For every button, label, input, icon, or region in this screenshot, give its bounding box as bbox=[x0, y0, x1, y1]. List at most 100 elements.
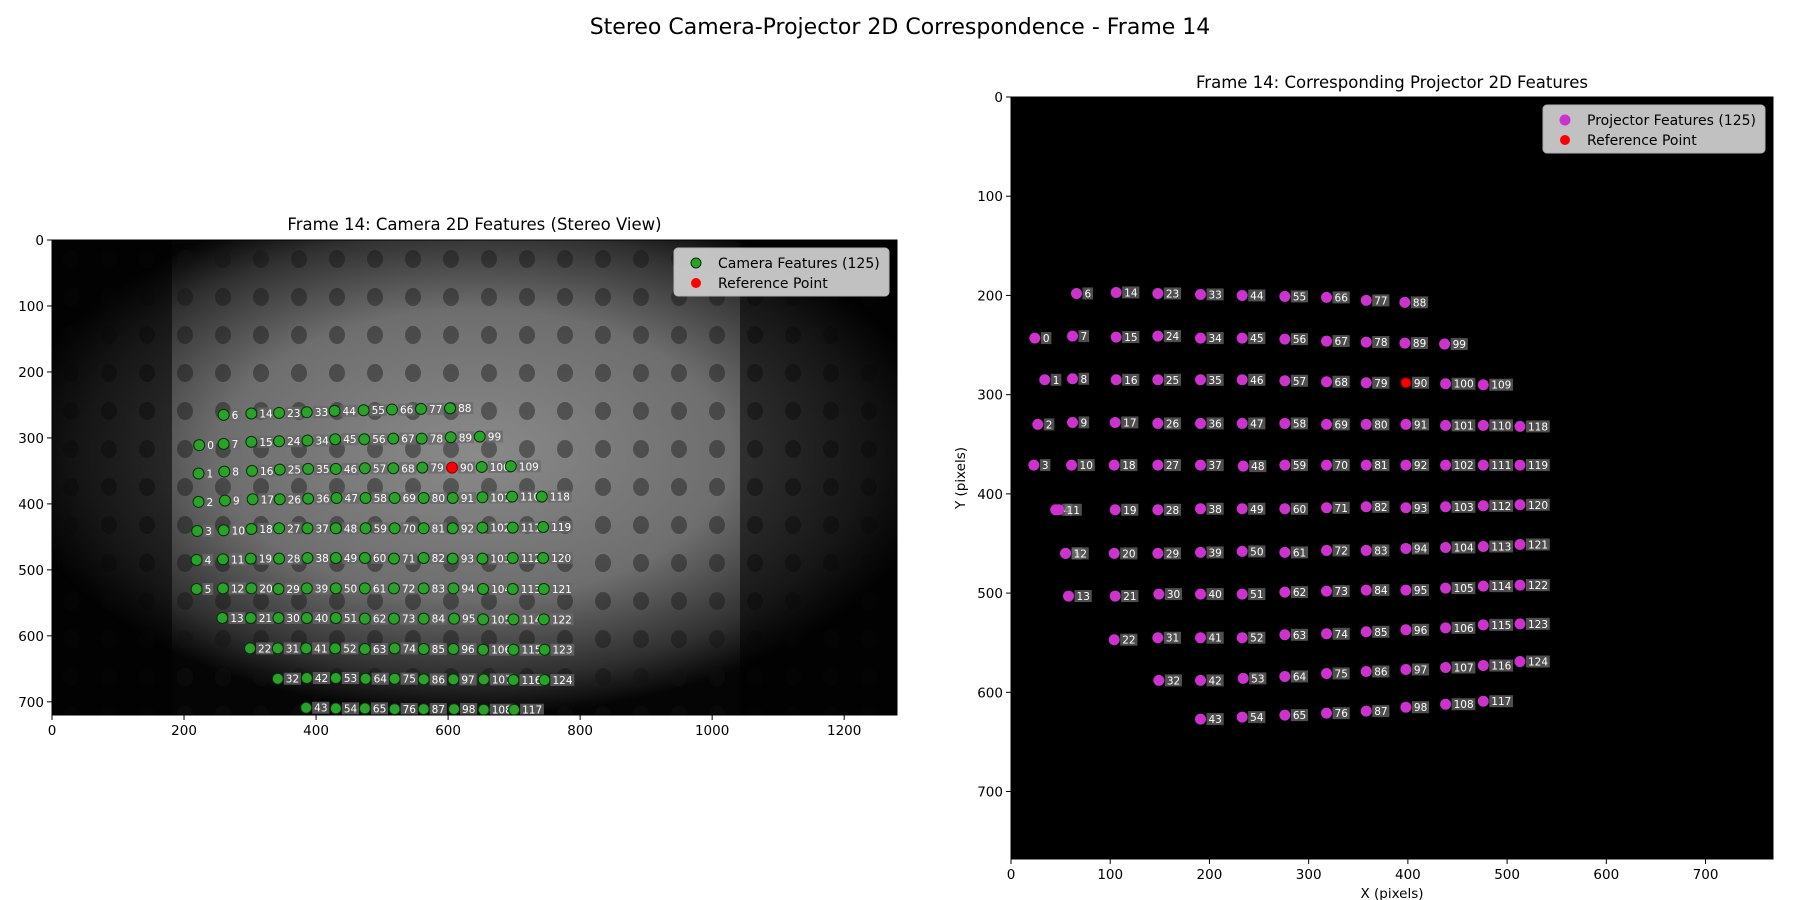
camera-feature-label-box-109 bbox=[516, 460, 541, 473]
camera-feature-label-box-71 bbox=[399, 552, 418, 565]
camera-feature-point-13 bbox=[216, 612, 229, 625]
camera-feature-label-box-65 bbox=[370, 702, 389, 715]
projector-feature-label-6: 6 bbox=[1084, 288, 1091, 300]
camera-feature-label-25: 25 bbox=[288, 465, 301, 477]
projector-feature-label-55: 55 bbox=[1293, 291, 1306, 303]
projector-feature-label-box-96 bbox=[1411, 623, 1430, 636]
camera-feature-point-103 bbox=[476, 552, 489, 565]
projector-feature-label-119: 119 bbox=[1528, 460, 1548, 472]
projector-feature-label-box-43 bbox=[1206, 713, 1224, 726]
projector-feature-label-33: 33 bbox=[1209, 289, 1222, 301]
projector-feature-label-box-100 bbox=[1451, 377, 1476, 390]
projector-feature-point-30 bbox=[1153, 588, 1165, 600]
projector-feature-point-115 bbox=[1477, 619, 1489, 631]
projector-feature-label-box-91 bbox=[1411, 418, 1430, 431]
camera-feature-label-116: 116 bbox=[521, 675, 541, 687]
camera-feature-label-box-83 bbox=[429, 582, 447, 595]
camera-feature-point-85 bbox=[417, 643, 430, 656]
projector-feature-point-99 bbox=[1439, 338, 1451, 350]
projector-legend-box bbox=[1542, 104, 1766, 154]
projector-feature-label-box-120 bbox=[1525, 498, 1550, 511]
camera-feature-label-box-41 bbox=[312, 642, 330, 655]
camera-feature-label-box-40 bbox=[312, 612, 331, 625]
projector-feature-label-83: 83 bbox=[1374, 545, 1387, 557]
projector-feature-label-26: 26 bbox=[1166, 418, 1180, 430]
camera-feature-point-38 bbox=[301, 551, 314, 564]
projector-feature-label-box-20 bbox=[1120, 547, 1138, 560]
camera-feature-label-box-101 bbox=[488, 491, 513, 504]
camera-feature-point-28 bbox=[273, 552, 286, 565]
projector-feature-label-90: 90 bbox=[1414, 378, 1427, 390]
projector-feature-label-31: 31 bbox=[1166, 633, 1179, 645]
camera-feature-label-box-75 bbox=[400, 672, 418, 685]
camera-feature-label-box-80 bbox=[429, 491, 447, 504]
camera-feature-label-111: 111 bbox=[521, 523, 541, 535]
projector-feature-point-113 bbox=[1477, 540, 1489, 552]
projector-feature-label-box-74 bbox=[1332, 627, 1350, 640]
projector-feature-label-82: 82 bbox=[1374, 502, 1387, 514]
projector-feature-label-11: 11 bbox=[1067, 505, 1080, 517]
projector-feature-point-110 bbox=[1477, 419, 1489, 431]
projector-feature-label-box-59 bbox=[1290, 459, 1309, 472]
camera-feature-label-box-113 bbox=[518, 582, 543, 595]
camera-feature-label-56: 56 bbox=[372, 434, 386, 446]
camera-feature-label-box-97 bbox=[459, 673, 477, 686]
projector-feature-point-11 bbox=[1053, 504, 1065, 516]
camera-feature-label-12: 12 bbox=[231, 583, 244, 595]
camera-feature-point-24 bbox=[273, 435, 286, 448]
camera-feature-label-36: 36 bbox=[316, 494, 330, 506]
projector-feature-point-8 bbox=[1067, 373, 1079, 385]
projector-feature-point-78 bbox=[1360, 336, 1372, 348]
projector-feature-label-74: 74 bbox=[1335, 629, 1349, 641]
camera-feature-label-box-94 bbox=[459, 582, 477, 595]
camera-feature-label-box-5 bbox=[202, 582, 214, 595]
camera-feature-label-box-84 bbox=[429, 612, 447, 625]
projector-feature-label-54: 54 bbox=[1250, 712, 1264, 724]
projector-feature-point-72 bbox=[1321, 544, 1333, 556]
projector-feature-point-2 bbox=[1032, 418, 1044, 430]
projector-feature-label-78: 78 bbox=[1374, 337, 1387, 349]
projector-feature-label-20: 20 bbox=[1122, 548, 1135, 560]
camera-feature-label-39: 39 bbox=[315, 583, 328, 595]
projector-feature-point-6 bbox=[1070, 287, 1082, 299]
camera-feature-label-box-27 bbox=[285, 522, 303, 535]
projector-feature-point-52 bbox=[1236, 632, 1248, 644]
projector-feature-label-59: 59 bbox=[1293, 460, 1306, 472]
camera-feature-point-9 bbox=[218, 494, 231, 507]
projector-feature-point-67 bbox=[1321, 335, 1333, 347]
camera-y-tick-label: 0 bbox=[35, 233, 44, 249]
projector-feature-label-109: 109 bbox=[1491, 380, 1511, 392]
camera-feature-point-37 bbox=[301, 522, 314, 535]
camera-feature-point-106 bbox=[477, 643, 490, 656]
camera-feature-label-box-43 bbox=[312, 701, 330, 714]
camera-vignette-right bbox=[740, 240, 897, 715]
projector-feature-point-100 bbox=[1440, 378, 1452, 390]
camera-feature-point-39 bbox=[300, 582, 313, 595]
camera-feature-point-99 bbox=[473, 430, 486, 443]
camera-feature-label-box-111 bbox=[518, 521, 543, 534]
projector-feature-label-2: 2 bbox=[1046, 419, 1053, 431]
projector-feature-label-box-118 bbox=[1525, 420, 1550, 433]
camera-feature-label-box-82 bbox=[429, 551, 447, 564]
projector-feature-label-91: 91 bbox=[1414, 419, 1427, 431]
projector-feature-label-box-22 bbox=[1120, 633, 1138, 646]
camera-feature-label-71: 71 bbox=[402, 554, 415, 566]
camera-feature-point-34 bbox=[301, 434, 314, 447]
projector-feature-point-24 bbox=[1152, 330, 1164, 342]
projector-feature-label-box-9 bbox=[1078, 416, 1090, 429]
projector-feature-label-49: 49 bbox=[1250, 504, 1263, 516]
camera-feature-label-1: 1 bbox=[207, 469, 214, 481]
camera-feature-label-6: 6 bbox=[232, 410, 239, 422]
camera-feature-label-box-92 bbox=[458, 522, 476, 535]
projector-feature-point-64 bbox=[1279, 670, 1291, 682]
projector-feature-point-87 bbox=[1360, 705, 1372, 717]
camera-feature-point-42 bbox=[300, 672, 313, 685]
camera-feature-label-box-63 bbox=[370, 643, 389, 656]
camera-feature-label-box-37 bbox=[313, 522, 331, 535]
camera-feature-label-96: 96 bbox=[461, 644, 475, 656]
camera-feature-label-box-102 bbox=[488, 521, 513, 534]
camera-feature-label-box-0 bbox=[205, 439, 216, 452]
camera-feature-label-93: 93 bbox=[461, 554, 474, 566]
projector-feature-point-28 bbox=[1152, 504, 1164, 516]
